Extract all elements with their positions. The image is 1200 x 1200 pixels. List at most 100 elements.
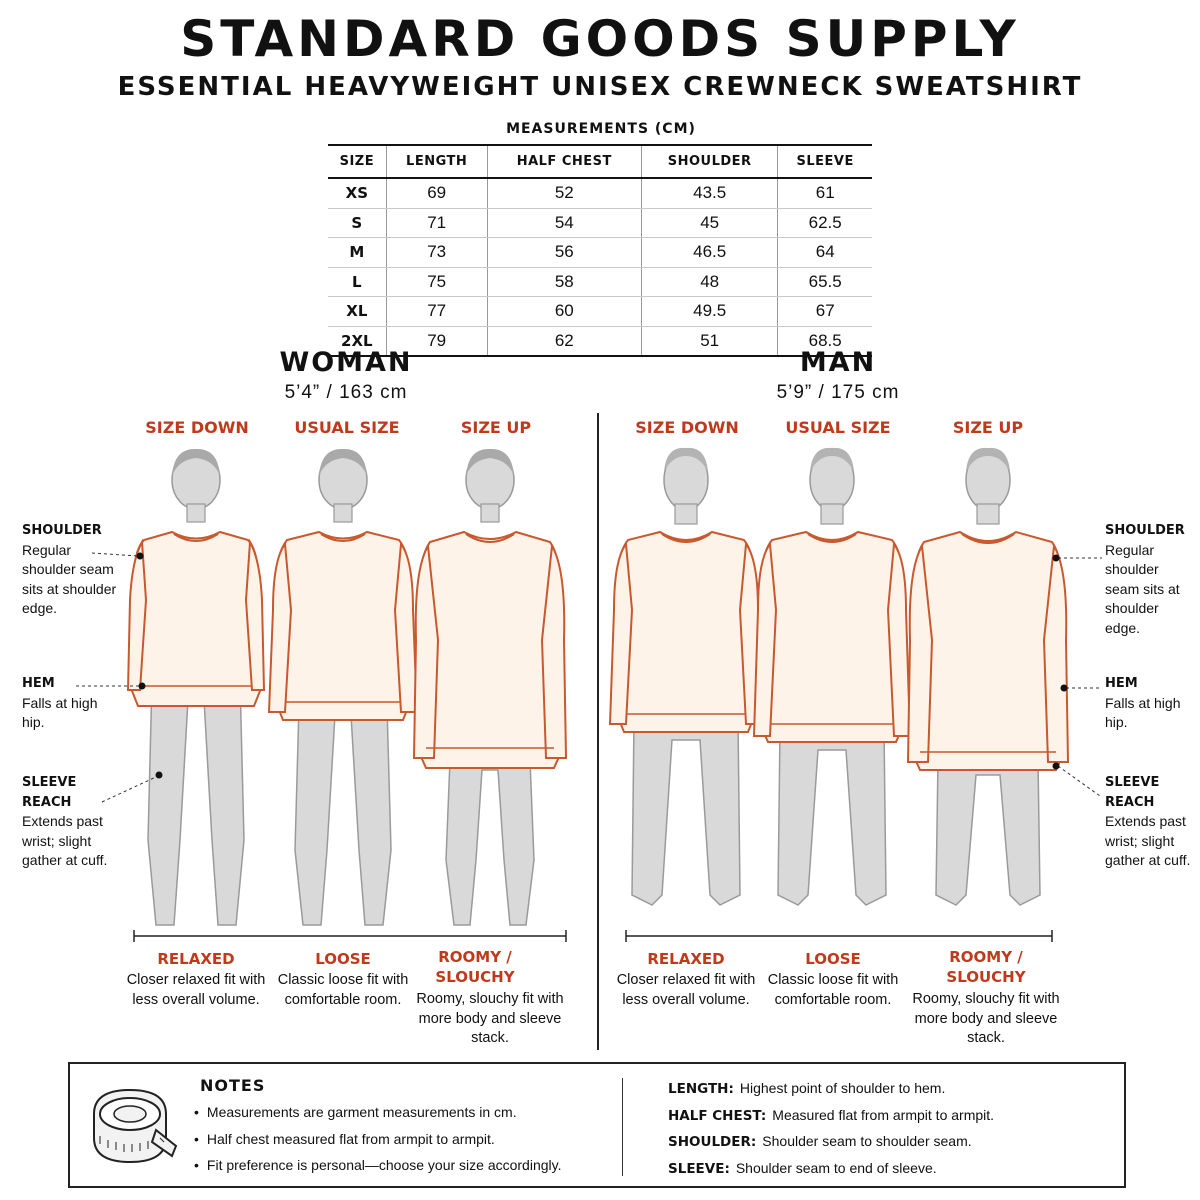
measurements-table: SIZE LENGTH HALF CHEST SHOULDER SLEEVE X… xyxy=(328,144,872,357)
definition-length: LENGTH: Highest point of shoulder to hem. xyxy=(668,1080,994,1107)
definition-text: Highest point of shoulder to hem. xyxy=(739,1080,946,1096)
callout-hem-text: Falls at high hip. xyxy=(1105,694,1181,731)
cell-sleeve: 61 xyxy=(777,178,872,209)
cell-length: 77 xyxy=(385,296,488,327)
cell-length: 79 xyxy=(385,326,488,357)
callout-sleeve-right: SLEEVE REACH Extends past wrist; slight … xyxy=(1105,773,1195,871)
cell-size: M xyxy=(328,237,387,268)
man-figure-usual xyxy=(752,447,912,906)
cell-shoulder: 48 xyxy=(640,267,778,297)
table-header-row: SIZE LENGTH HALF CHEST SHOULDER SLEEVE xyxy=(328,144,872,179)
definition-term: LENGTH: xyxy=(668,1081,734,1097)
definition-term: SHOULDER: xyxy=(668,1134,757,1150)
man-fit-name-loose: LOOSE xyxy=(805,950,861,968)
cell-size: XS xyxy=(328,178,387,209)
note-item: Measurements are garment measurements in… xyxy=(194,1104,561,1131)
definition-text: Shoulder seam to end of sleeve. xyxy=(735,1159,937,1176)
header-half-chest: HALF CHEST xyxy=(486,144,642,179)
cell-sleeve: 65.5 xyxy=(777,267,872,297)
man-fit-desc-relaxed: Closer relaxed fit with less overall vol… xyxy=(616,972,756,1008)
man-title: MAN xyxy=(799,347,877,378)
man-size-down-label: SIZE DOWN xyxy=(635,418,739,437)
notes-box: NOTES Measurements are garment measureme… xyxy=(68,1062,1126,1188)
callout-sleeve-text: Extends past wrist; slight gather at cuf… xyxy=(22,813,108,868)
table-row: S 71 54 45 62.5 xyxy=(328,208,872,238)
definition-text: Shoulder seam to shoulder seam. xyxy=(762,1133,972,1149)
brand-title: STANDARD GOODS SUPPLY xyxy=(180,10,1020,68)
woman-baseline xyxy=(133,930,567,942)
table-row: 2XL 79 62 51 68.5 xyxy=(328,326,872,357)
left-callout-dots xyxy=(136,552,163,779)
callout-shoulder-title: SHOULDER xyxy=(22,523,102,538)
cell-half-chest: 60 xyxy=(486,296,642,327)
callout-sleeve-left: SLEEVE REACH Extends past wrist; slight … xyxy=(22,773,112,871)
cell-size: XL xyxy=(328,296,387,327)
cell-sleeve: 64 xyxy=(777,237,872,268)
woman-fit-desc-relaxed: Closer relaxed fit with less overall vol… xyxy=(126,972,266,1008)
woman-fit-name-roomy: ROOMY / SLOUCHY xyxy=(435,948,515,986)
note-item: Fit preference is personal—choose your s… xyxy=(194,1157,562,1184)
definition-shoulder: SHOULDER: Shoulder seam to shoulder seam. xyxy=(668,1133,994,1160)
callout-sleeve-title: SLEEVE REACH xyxy=(22,775,77,810)
man-size-up-label: SIZE UP xyxy=(952,418,1024,437)
cell-half-chest: 52 xyxy=(486,178,642,209)
callout-sleeve-title: SLEEVE REACH xyxy=(1105,775,1160,810)
woman-fit-name-relaxed: RELAXED xyxy=(157,950,235,968)
woman-size-down-label: SIZE DOWN xyxy=(145,418,249,437)
product-title: ESSENTIAL HEAVYWEIGHT UNISEX CREWNECK SW… xyxy=(117,72,1083,102)
table-row: XL 77 60 49.5 67 xyxy=(328,296,872,327)
man-usual-size-label: USUAL SIZE xyxy=(785,418,891,437)
measuring-tape-icon xyxy=(93,1088,178,1164)
man-fit-desc-loose: Classic loose fit with comfortable room. xyxy=(767,972,899,1008)
man-fit-name-relaxed: RELAXED xyxy=(647,950,725,968)
man-baseline xyxy=(625,930,1053,942)
callout-shoulder-left: SHOULDER Regular shoulder seam sits at s… xyxy=(22,521,122,619)
woman-height: 5’4” / 163 cm xyxy=(284,382,408,403)
definition-half-chest: HALF CHEST: Measured flat from armpit to … xyxy=(668,1107,994,1134)
header-length: LENGTH xyxy=(385,144,488,179)
callout-shoulder-text: Regular shoulder seam sits at shoulder e… xyxy=(1105,541,1180,636)
cell-length: 73 xyxy=(385,237,488,268)
measurement-definitions: LENGTH: Highest point of shoulder to hem.… xyxy=(668,1080,994,1186)
note-item: Half chest measured flat from armpit to … xyxy=(194,1131,561,1158)
table-row: XS 69 52 43.5 61 xyxy=(328,178,872,209)
woman-fit-name-loose: LOOSE xyxy=(315,950,371,968)
right-callout-leaders xyxy=(1057,557,1102,797)
cell-length: 75 xyxy=(385,267,488,297)
notes-title: NOTES xyxy=(200,1076,266,1095)
cell-sleeve: 67 xyxy=(777,296,872,327)
woman-size-up-label: SIZE UP xyxy=(460,418,532,437)
cell-half-chest: 62 xyxy=(486,326,642,357)
woman-figure-usual xyxy=(267,448,419,926)
cell-size: 2XL xyxy=(328,326,387,357)
cell-sleeve: 68.5 xyxy=(777,326,872,357)
woman-title: WOMAN xyxy=(279,347,413,378)
cell-shoulder: 51 xyxy=(640,326,778,357)
definition-term: SLEEVE: xyxy=(668,1160,730,1177)
table-row: L 75 58 48 65.5 xyxy=(328,267,872,297)
group-divider xyxy=(597,413,599,1050)
left-callout-leaders xyxy=(76,552,159,803)
cell-half-chest: 54 xyxy=(486,208,642,238)
cell-shoulder: 45 xyxy=(640,208,778,238)
cell-half-chest: 56 xyxy=(486,237,642,268)
header-shoulder: SHOULDER xyxy=(640,144,778,179)
cell-length: 69 xyxy=(385,178,488,209)
callout-shoulder-text: Regular shoulder seam sits at shoulder e… xyxy=(22,541,117,617)
man-fit-name-roomy: ROOMY / SLOUCHY xyxy=(946,948,1026,986)
definition-text: Measured flat from armpit to armpit. xyxy=(772,1106,995,1123)
callout-sleeve-text: Extends past wrist; slight gather at cuf… xyxy=(1105,813,1191,868)
woman-fit-desc-roomy: Roomy, slouchy fit with more body and sl… xyxy=(416,991,564,1046)
cell-shoulder: 46.5 xyxy=(640,237,778,268)
man-figure-size-down xyxy=(608,447,764,906)
woman-figure-size-up xyxy=(412,448,568,926)
man-fit-desc-roomy: Roomy, slouchy fit with more body and sl… xyxy=(912,991,1060,1046)
woman-fit-desc-loose: Classic loose fit with comfortable room. xyxy=(277,972,409,1008)
man-figure-size-up xyxy=(906,447,1070,906)
cell-size: L xyxy=(328,267,387,297)
right-callout-dots xyxy=(1052,554,1068,770)
table-caption: MEASUREMENTS (CM) xyxy=(506,121,696,137)
header-sleeve: SLEEVE xyxy=(777,144,872,179)
woman-usual-size-label: USUAL SIZE xyxy=(294,418,400,437)
callout-hem-title: HEM xyxy=(1105,676,1138,691)
